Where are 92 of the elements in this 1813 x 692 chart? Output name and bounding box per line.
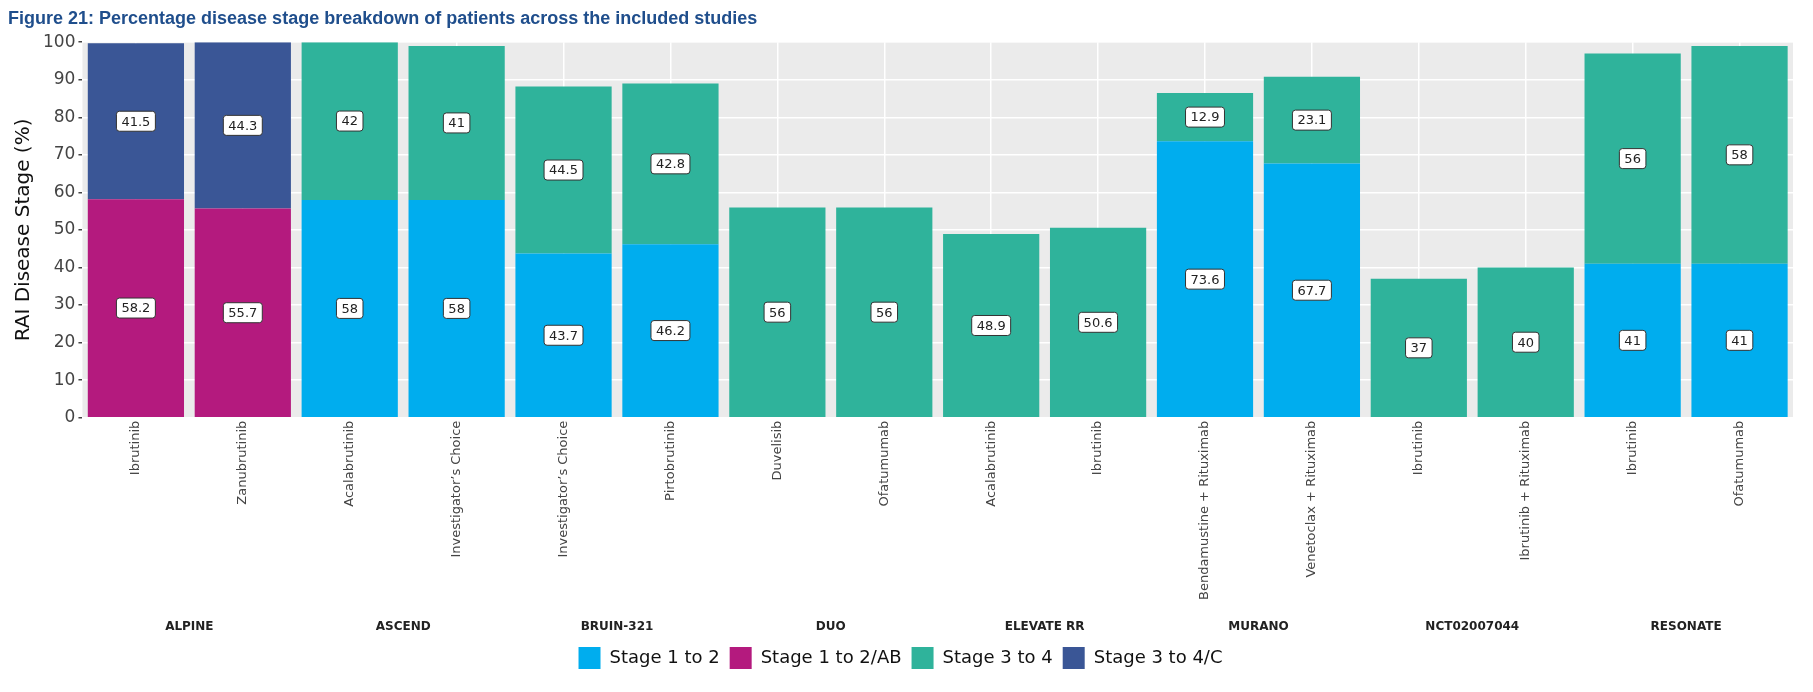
bar <box>87 43 185 200</box>
x-tick-label: Zanubrutinib <box>234 420 250 505</box>
data-label: 44.5 <box>549 162 579 178</box>
bar <box>943 234 1040 417</box>
chart-title: Figure 21: Percentage disease stage breakdown of patients across the included studies <box>8 8 759 29</box>
text: MURANO <box>1228 619 1289 634</box>
bar <box>1691 45 1788 264</box>
data-label: 23.1 <box>1297 112 1327 128</box>
data-label: 58 <box>448 300 465 316</box>
data-label: 58 <box>341 300 358 316</box>
y-tick-label: 40 <box>53 255 76 276</box>
data-label: 58 <box>1731 147 1748 163</box>
y-tick-label: 90 <box>53 68 76 89</box>
data-label: 43.7 <box>549 327 579 343</box>
data-label: 41 <box>1624 332 1641 348</box>
y-tick-label: 20 <box>53 331 76 351</box>
bar <box>1370 278 1467 417</box>
x-tick-label: Ibrutinib <box>1624 420 1640 476</box>
y-tick-label: 10 <box>53 368 76 389</box>
y-tick-label: 60 <box>53 180 76 201</box>
bar <box>1263 76 1361 164</box>
x-tick-label: Investigator’s Choice <box>554 420 570 558</box>
legend-label: Stage 3 to 4/C <box>1093 645 1223 667</box>
x-tick-label: Pirtobrutinib <box>661 420 677 501</box>
bar <box>408 45 505 200</box>
x-tick-label: Venetoclax + Rituximab <box>1303 420 1319 578</box>
data-label: 56 <box>876 304 893 320</box>
bar <box>1584 53 1681 264</box>
text: BRUIN-321 <box>580 619 654 634</box>
data-label: 56 <box>769 304 786 320</box>
y-tick-label: 50 <box>53 218 76 239</box>
data-label: 41 <box>1731 332 1748 348</box>
text: RESONATE <box>1650 619 1722 634</box>
data-label: 58.2 <box>121 300 151 316</box>
text: ASCEND <box>375 619 431 634</box>
legend-label: Stage 1 to 2 <box>609 645 720 667</box>
data-label: 67.7 <box>1297 282 1327 298</box>
y-tick-label: 30 <box>53 293 76 314</box>
x-tick-label: Acalabrutinib <box>982 420 998 507</box>
bar <box>622 83 719 245</box>
data-label: 50.6 <box>1083 314 1113 330</box>
text: ELEVATE RR <box>1004 619 1085 634</box>
data-label: 48.9 <box>976 317 1006 333</box>
bar <box>1156 141 1254 417</box>
bar <box>1049 227 1147 417</box>
bar <box>194 208 291 417</box>
data-label: 55.7 <box>228 305 258 321</box>
bar <box>729 207 826 417</box>
text: ALPINE <box>165 619 214 634</box>
x-tick-label: Acalabrutinib <box>341 420 357 507</box>
x-tick-label: Ibrutinib <box>1089 420 1105 476</box>
x-tick-label: Ofatumumab <box>875 420 891 507</box>
y-axis-title: RAI Disease Stage (%) <box>10 118 35 342</box>
x-tick-label: Ibrutinib <box>1410 420 1426 476</box>
data-label: 42.8 <box>655 156 685 172</box>
data-label: 73.6 <box>1190 271 1220 287</box>
bar <box>836 207 933 417</box>
legend-label: Stage 1 to 2/AB <box>760 645 902 667</box>
data-label: 41 <box>448 115 465 131</box>
y-tick-label: 70 <box>53 143 76 164</box>
bar <box>301 199 398 417</box>
x-tick-label: Investigator’s Choice <box>448 420 464 558</box>
data-label: 56 <box>1624 150 1641 166</box>
y-tick-label: 0 <box>64 406 76 427</box>
x-tick-label: Ibrutinib + Rituximab <box>1517 420 1533 561</box>
x-tick-label: Ofatumumab <box>1730 420 1746 507</box>
bar <box>515 253 612 417</box>
data-label: 46.2 <box>655 322 685 338</box>
bar <box>87 199 185 417</box>
bar <box>194 42 291 209</box>
data-label: 42 <box>341 113 358 129</box>
data-label: 12.9 <box>1190 109 1220 125</box>
data-label: 44.3 <box>228 117 258 133</box>
legend-label: Stage 3 to 4 <box>942 645 1053 667</box>
bar <box>1584 263 1681 417</box>
bar <box>408 199 505 417</box>
y-tick-label: 100 <box>42 30 76 51</box>
y-tick-label: 80 <box>53 105 76 126</box>
text: NCT02007044 <box>1425 619 1520 634</box>
bar <box>1477 267 1574 417</box>
data-label: 37 <box>1410 340 1428 356</box>
x-tick-label: Ibrutinib <box>127 420 143 476</box>
bar <box>622 244 719 417</box>
data-label: 40 <box>1517 334 1534 350</box>
data-label: 41.5 <box>121 113 151 129</box>
text: DUO <box>815 619 846 634</box>
x-tick-label: Duvelisib <box>768 420 784 481</box>
bar <box>1263 163 1361 417</box>
bar <box>301 42 398 200</box>
bar <box>515 86 612 254</box>
bar <box>1691 263 1788 417</box>
x-tick-label: Bendamustine + Rituximab <box>1196 420 1212 601</box>
